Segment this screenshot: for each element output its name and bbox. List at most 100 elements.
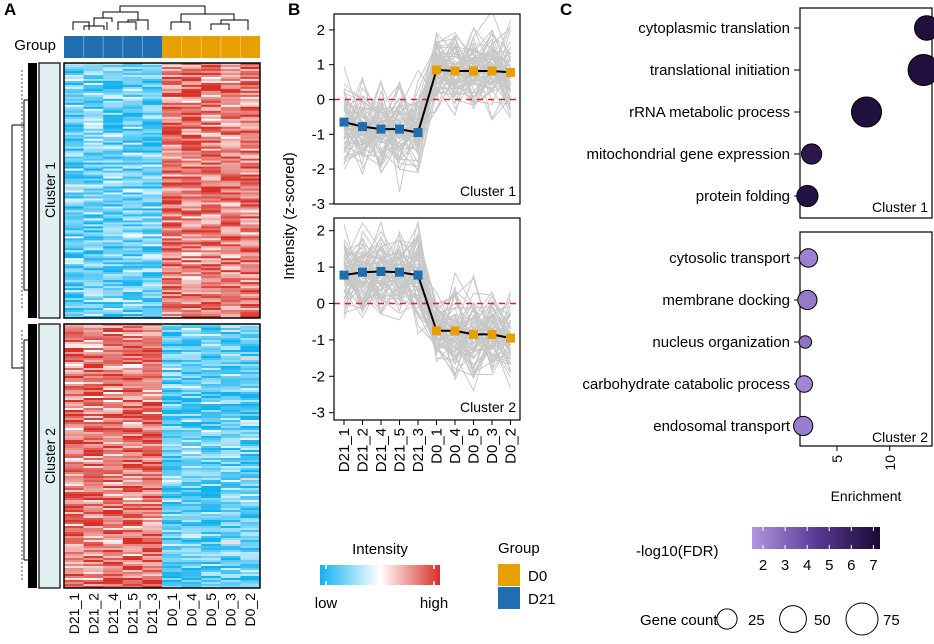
heatmap-sample-labels: D21_1 D21_2 D21_4 D21_5 D21_3 D0_1 D0_4 D0_5 D0_… [66, 593, 258, 634]
gene-count-legend-value: 25 [748, 612, 765, 629]
profile-sample-labels: D21_1 D21_2 D21_4 D21_5 D21_3 D0_1 D0_4 D0_5 D0_… [336, 420, 520, 472]
fdr-colorbar-tick-label: 5 [825, 557, 833, 574]
heatmap-cluster-1-frame [63, 62, 261, 319]
enrichment-term-label: nucleus organization [652, 334, 790, 351]
group-legend-title: Group [498, 540, 540, 557]
enrichment-term-label: protein folding [696, 188, 790, 205]
row-dendrogram [11, 63, 37, 588]
profile-mean-line [343, 68, 511, 134]
profile-y-tick-label: -3 [312, 196, 325, 213]
profile-x-tick-label: D0_5 [466, 428, 483, 464]
profile-mean-point [395, 267, 404, 277]
cluster-2-strip-label: Cluster 2 [42, 428, 58, 484]
profile-grey-line [343, 223, 511, 359]
gene-count-legend-circle [845, 602, 879, 636]
enrichment-dot [795, 375, 814, 393]
enrichment-term-label: cytoplasmic translation [638, 20, 790, 37]
enrichment-x-tick-label: 5 [829, 455, 845, 463]
cluster-2-strip [38, 323, 61, 589]
cluster-1-strip [38, 62, 61, 319]
intensity-colorbar [320, 565, 440, 585]
profile-mean-point [358, 122, 367, 132]
enrichment-dot [798, 335, 813, 349]
heatmap-sample-label: D21_1 [66, 593, 82, 634]
column-dendrogram [72, 5, 249, 30]
enrichment-facet-1-label: Cluster 1 [872, 199, 928, 215]
profile-y-tick-label: 1 [317, 57, 325, 74]
enrichment-dot [796, 184, 819, 208]
profile-mean-point [450, 66, 460, 76]
profile-mean-point [450, 326, 460, 336]
profile-mean-line [343, 270, 511, 340]
profile-facet-cluster-2: 2 1 0 -1 -2 -3 [312, 220, 520, 422]
group-axis-label: Group [14, 37, 56, 54]
enrichment-dot [907, 54, 934, 86]
profile-y-tick-label: -1 [312, 332, 325, 349]
profile-mean-point [395, 124, 404, 134]
panel-label-c: C [560, 0, 572, 19]
profile-facet-cluster-1: 2 1 0 -1 -2 -3 [312, 14, 520, 213]
profile-grey-line [343, 41, 511, 151]
panel-label-a: A [4, 0, 16, 19]
fdr-colorbar-tick-label: 6 [847, 557, 855, 574]
heatmap-sample-label: D21_2 [85, 593, 101, 634]
fdr-legend-title: -log10(FDR) [636, 543, 719, 560]
profile-mean-point [358, 267, 367, 277]
profile-y-tick-label: -2 [312, 368, 325, 385]
profile-mean-point [376, 267, 386, 276]
profile-grey-line [343, 40, 511, 136]
enrichment-x-axis: 5 10 [829, 446, 898, 471]
profile-y-tick-label: 2 [317, 22, 325, 39]
enrichment-facet-2-frame [799, 231, 933, 447]
profile-y-tick-label: -1 [312, 126, 325, 143]
enrichment-x-axis-label: Enrichment [831, 488, 902, 504]
profile-mean-point [432, 326, 441, 336]
profile-x-tick-label: D21_2 [355, 428, 372, 472]
profile-panel: Intensity (z-scored) 2 1 0 -1 -2 -3 2 1 0 -1 -2 -3… [281, 13, 521, 472]
heatmap-cluster-2 [64, 324, 261, 589]
profile-x-tick-label: D0_4 [447, 428, 464, 464]
profile-mean-point [376, 124, 386, 134]
profile-x-tick-label: D0_2 [503, 428, 520, 464]
heatmap-panel: Group Cluster 1 Cluster 2 D21_1 D21_2 D21_… [11, 5, 261, 634]
group-bar-d0 [162, 36, 260, 58]
group-bar-d21 [64, 36, 162, 58]
profile-mean-point [432, 65, 441, 75]
enrichment-dot [798, 248, 819, 268]
gene-count-legend-value: 50 [814, 612, 831, 629]
gene-count-legend-value: 75 [883, 612, 900, 629]
profile-mean-point [339, 117, 349, 127]
enrichment-term-label: carbohydrate catabolic process [582, 376, 790, 393]
profile-facet-2-label: Cluster 2 [460, 399, 516, 415]
profile-mean-point [487, 329, 497, 339]
fdr-colorbar-tick-label: 4 [803, 557, 811, 574]
gene-count-legend-title: Gene count [640, 612, 718, 629]
gene-count-legend: Gene count 25 50 75 [640, 602, 900, 636]
enrichment-dot [914, 15, 934, 41]
heatmap-sample-label: D21_3 [144, 593, 160, 634]
gene-count-legend-circle [779, 605, 807, 633]
profile-mean-point [506, 67, 515, 77]
intensity-legend-high: high [420, 595, 448, 612]
profile-mean-point [413, 270, 423, 280]
profile-grey-line [343, 271, 511, 392]
heatmap-sample-label: D21_4 [105, 593, 121, 634]
profile-y-tick-label: 0 [317, 296, 325, 313]
profile-y-tick-label: 0 [317, 92, 325, 109]
profile-y-tick-label: -2 [312, 161, 325, 178]
profile-y-tick-label: -3 [312, 405, 325, 422]
profile-mean-point [469, 329, 478, 339]
enrichment-term-label: rRNA metabolic process [629, 104, 790, 121]
profile-grey-line [343, 241, 511, 350]
profile-grey-line [343, 42, 511, 162]
enrichment-facet-2-label: Cluster 2 [872, 429, 928, 445]
profile-facet-2-frame [333, 217, 521, 421]
profile-x-tick-label: D0_3 [484, 428, 501, 464]
cluster-1-strip-label: Cluster 1 [42, 162, 58, 218]
profile-mean-point [339, 270, 349, 280]
fdr-colorbar-tick-label: 7 [869, 557, 877, 574]
heatmap-sample-label: D0_3 [223, 593, 239, 627]
fdr-colorbar-tick-label: 3 [781, 557, 789, 574]
enrichment-term-label: endosomal transport [653, 418, 791, 435]
